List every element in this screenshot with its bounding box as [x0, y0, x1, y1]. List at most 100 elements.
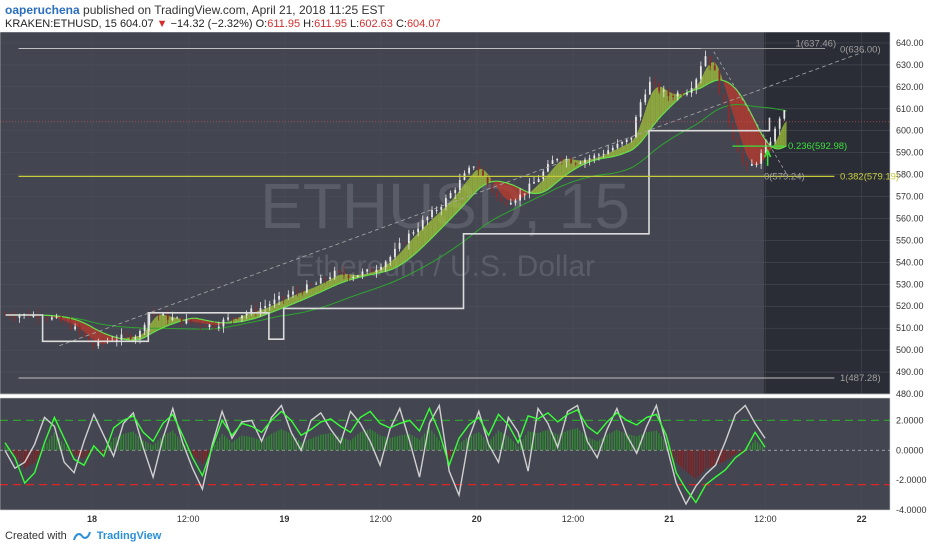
candle-body	[361, 271, 364, 276]
ribbon-segment	[308, 288, 311, 298]
ribbon-segment	[163, 314, 166, 328]
close-label: C:	[395, 18, 407, 30]
ribbon-segment	[648, 95, 651, 132]
price-tick-label: 530.00	[896, 279, 924, 289]
fib-level-label: 1(637.46)	[795, 39, 836, 50]
footer: Created with TradingView	[5, 530, 161, 542]
candle-body	[347, 275, 350, 278]
candle-body	[458, 179, 461, 191]
candle-body	[783, 110, 786, 119]
symbol-name: KRAKEN:ETHUSD, 15	[5, 18, 117, 30]
ribbon-segment	[626, 143, 629, 153]
candle-body	[134, 337, 137, 340]
fib-trend-line	[713, 51, 789, 177]
candle-body	[681, 92, 684, 95]
candle-body	[46, 318, 49, 320]
ribbon-segment	[446, 203, 449, 224]
ribbon-segment	[461, 185, 464, 208]
ribbon-segment	[83, 322, 86, 333]
ribbon-segment	[753, 117, 756, 166]
candle-body	[51, 317, 53, 320]
oscillator-tick-label: 0.0000	[896, 445, 924, 455]
candle-body	[217, 326, 220, 329]
candle-body	[13, 316, 16, 318]
price-panel-border	[0, 32, 891, 395]
candle-body	[203, 325, 206, 328]
ribbon-segment	[477, 168, 480, 191]
ribbon-segment	[310, 287, 313, 297]
ribbon-segment	[452, 196, 456, 217]
ribbon-segment	[739, 94, 743, 143]
ribbon-segment	[468, 176, 471, 200]
ribbon-segment	[328, 279, 331, 289]
candle-body	[625, 139, 628, 142]
candle-body	[282, 295, 285, 298]
high-label: H:	[303, 18, 315, 30]
candle-body	[208, 324, 211, 328]
ribbon-segment	[472, 171, 476, 195]
ribbon-segment	[334, 275, 338, 286]
ribbon-segment	[441, 208, 444, 228]
ribbon-segment	[274, 303, 278, 312]
candle-body	[533, 182, 535, 184]
candle-body	[333, 270, 336, 278]
ribbon-segment	[644, 107, 647, 138]
tradingview-brand[interactable]: TradingView	[96, 530, 162, 542]
candle-body	[621, 141, 623, 144]
ribbon-segment	[426, 223, 429, 244]
ribbon-segment	[568, 158, 571, 174]
candle-body	[547, 163, 549, 172]
ribbon-segment	[779, 127, 783, 149]
last-price: 604.07	[119, 18, 154, 30]
candle-body	[491, 184, 494, 193]
ribbon-segment	[201, 319, 204, 324]
time-axis-bg	[0, 510, 932, 530]
candle-body	[500, 197, 503, 202]
candle-body	[236, 317, 239, 319]
candle-body	[704, 56, 707, 67]
candle-body	[440, 206, 443, 210]
candle-body	[227, 317, 229, 320]
ribbon-segment	[94, 328, 97, 343]
candle-body	[254, 308, 257, 313]
ribbon-segment	[377, 269, 380, 274]
candle-body	[375, 269, 378, 273]
candle-body	[713, 65, 716, 71]
ribbon-segment	[564, 158, 567, 177]
candle-body	[750, 164, 753, 166]
candle-body	[653, 81, 656, 84]
author-link[interactable]: oaperuchena	[5, 3, 80, 17]
ribbon-segment	[386, 263, 389, 272]
ribbon-segment	[719, 71, 723, 81]
ribbon-segment	[323, 281, 326, 291]
ribbon-segment	[639, 120, 642, 144]
ribbon-segment	[290, 296, 293, 305]
ribbon-segment	[641, 114, 645, 141]
candle-body	[407, 233, 410, 244]
candle-body	[607, 150, 610, 154]
candle-body	[92, 342, 95, 346]
candle-body	[542, 171, 545, 180]
candle-body	[74, 326, 76, 330]
candle-body	[129, 335, 132, 340]
price-chart[interactable]: 640.00 630.00 620.00 610.00 600.00 590.00 580.…	[0, 32, 932, 530]
candle-body	[570, 159, 572, 164]
oscillator-panel-border	[0, 397, 891, 511]
ribbon-segment	[557, 161, 560, 182]
candle-body	[727, 104, 730, 124]
ribbon-segment	[655, 87, 658, 124]
candle-body	[778, 118, 781, 129]
ribbon-segment	[406, 243, 409, 262]
candle-body	[602, 153, 605, 155]
candle-body	[611, 147, 614, 151]
ribbon-segment	[403, 246, 407, 263]
price-tick-label: 580.00	[896, 170, 924, 180]
ribbon-segment	[350, 274, 353, 280]
ribbon-segment	[199, 318, 202, 324]
candle-body	[97, 340, 100, 346]
ribbon-segment	[141, 333, 144, 339]
candle-body	[324, 277, 327, 280]
ribbon-segment	[85, 323, 88, 335]
ribbon-segment	[92, 327, 95, 341]
price-tick-label: 520.00	[896, 301, 924, 311]
